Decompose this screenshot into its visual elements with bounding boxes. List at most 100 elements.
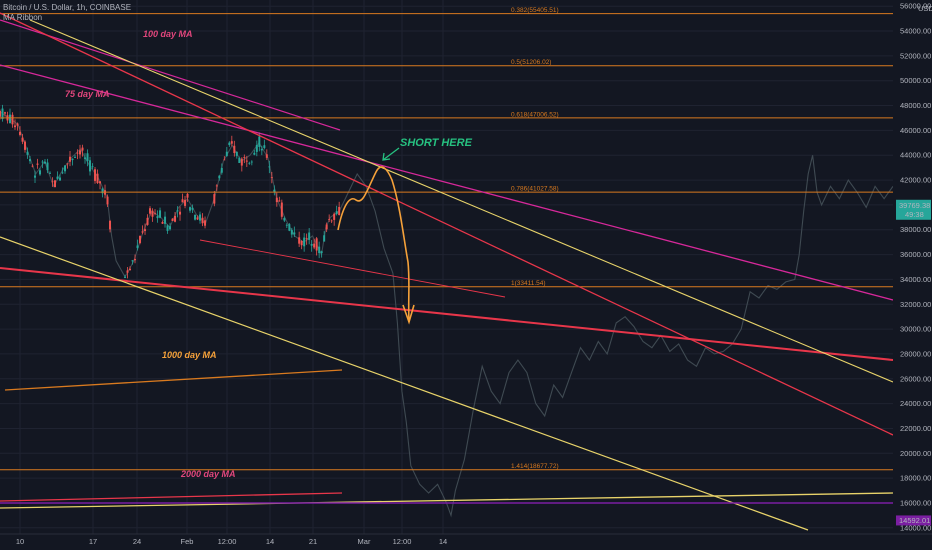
candle-body	[144, 229, 147, 232]
price-axis[interactable]: 14000.00 16000.00 18000.00 20000.00 22000.00…	[893, 0, 932, 550]
price-tick-0: 14000.00	[900, 523, 931, 532]
candle-body	[66, 163, 69, 165]
candle-body	[313, 243, 316, 248]
candle-body	[101, 188, 104, 194]
time-axis[interactable]: 10 17 24 Feb 12:00 14 21 Mar 12:00 14	[0, 533, 932, 546]
candle-body	[338, 206, 341, 216]
candle-body	[258, 136, 261, 147]
time-tick-2: 24	[133, 537, 141, 546]
candle-body	[253, 152, 256, 155]
candle-body	[196, 217, 199, 220]
ma75-line[interactable]	[0, 64, 894, 301]
candle-body	[99, 181, 102, 184]
candle-body	[310, 244, 313, 246]
support-line-red[interactable]	[0, 267, 894, 361]
lower-yellow-line[interactable]	[0, 236, 809, 531]
currency-label[interactable]: USD	[918, 4, 932, 13]
price-tick-3: 20000.00	[900, 449, 931, 458]
candle-body	[141, 231, 144, 233]
price-tick-20: 54000.00	[900, 27, 931, 36]
candle-body	[51, 181, 54, 183]
candle-body	[293, 232, 296, 235]
last-price-label-bg	[896, 199, 931, 220]
candle-body	[76, 152, 79, 154]
price-tick-21: 56000.00	[900, 2, 931, 11]
candle-body	[149, 208, 152, 214]
ma1000-line[interactable]	[4, 369, 343, 391]
bottom-price-label-bg	[896, 515, 931, 526]
candle-body	[218, 175, 221, 179]
candle-body	[91, 166, 94, 168]
price-tick-18: 50000.00	[900, 76, 931, 85]
symbol-title[interactable]: Bitcoin / U.S. Dollar, 1h, COINBASE	[3, 3, 132, 12]
candle-body	[41, 161, 44, 163]
candle-body	[233, 145, 236, 154]
candle-body	[134, 259, 137, 261]
upper-yellow-line[interactable]	[29, 19, 894, 383]
fib-label-0: 0.382(55405.51)	[511, 7, 559, 14]
time-tick-3: Feb	[181, 537, 194, 546]
candle-body	[308, 232, 311, 240]
candle-body	[81, 147, 84, 151]
candle-body	[164, 216, 167, 224]
fib-label-2: 0.618(47006.52)	[511, 111, 559, 118]
price-tick-14: 42000.00	[900, 176, 931, 185]
indicator-legend[interactable]: MA Ribbon	[3, 13, 43, 22]
candle-body	[273, 189, 276, 192]
candle-body	[325, 224, 328, 230]
annotations: SHORT HERE 100 day MA 75 day MA 1000 day MA…	[65, 29, 473, 479]
candle-body	[24, 141, 27, 150]
candle-body	[238, 157, 241, 164]
candle-body	[21, 137, 24, 142]
price-tick-10: 34000.00	[900, 275, 931, 284]
candle-body	[39, 170, 42, 175]
channel-line-red[interactable]	[199, 239, 506, 298]
candle-body	[14, 125, 17, 128]
candle-body	[243, 156, 246, 158]
time-tick-6: 21	[309, 537, 317, 546]
price-tick-1: 16000.00	[900, 498, 931, 507]
ma2000-line[interactable]	[0, 492, 343, 502]
resistance-line-red[interactable]	[0, 12, 894, 436]
candle-body	[268, 166, 271, 168]
short-here-label: SHORT HERE	[400, 137, 473, 149]
price-tick-12: 38000.00	[900, 225, 931, 234]
candle-body	[96, 173, 99, 183]
candle-body	[320, 251, 323, 254]
candle-body	[161, 222, 164, 224]
candle-body	[225, 151, 228, 157]
last-price-label: 39769.38	[899, 201, 930, 210]
candle-body	[181, 199, 184, 203]
price-tick-2: 18000.00	[900, 474, 931, 483]
candle-body	[106, 196, 109, 205]
candle-body	[0, 110, 1, 117]
candle-body	[179, 211, 182, 215]
candle-body	[79, 150, 82, 155]
candle-body	[300, 240, 303, 246]
ma100-label: 100 day MA	[143, 29, 193, 39]
price-tick-17: 48000.00	[900, 101, 931, 110]
candle-body	[255, 144, 258, 152]
candle-body	[275, 197, 278, 203]
candle-body	[174, 215, 177, 222]
grid-lines	[0, 0, 893, 534]
candle-body	[34, 175, 37, 178]
candle-body	[305, 238, 308, 240]
candle-body	[154, 212, 157, 214]
candle-body	[263, 145, 266, 148]
candle-body	[31, 165, 34, 167]
ma100-line[interactable]	[0, 19, 341, 131]
candle-body	[298, 237, 301, 244]
time-tick-5: 14	[266, 537, 274, 546]
candle-body	[49, 172, 52, 174]
candle-body	[159, 210, 162, 218]
candle-body	[330, 220, 333, 222]
candle-body	[235, 151, 238, 156]
price-tick-11: 36000.00	[900, 250, 931, 259]
candle-body	[240, 158, 243, 166]
bottom-yellow-line[interactable]	[0, 492, 894, 509]
short-arrow	[382, 147, 400, 161]
